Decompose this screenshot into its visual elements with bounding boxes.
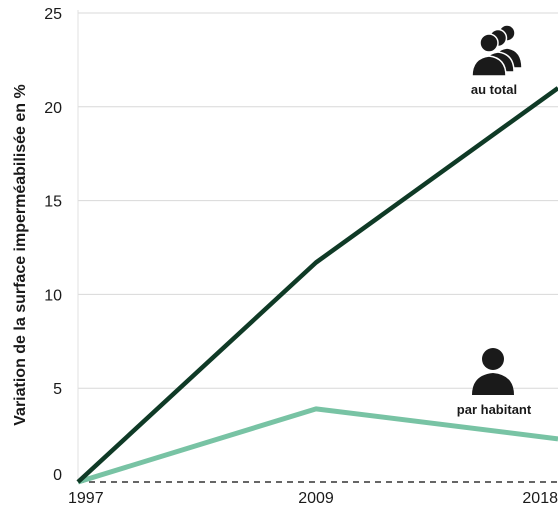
x-tick-labels: 1997 2009 2018 bbox=[68, 490, 558, 507]
y-tick-labels: 0 5 10 15 20 25 bbox=[44, 6, 62, 484]
y-tick-label: 10 bbox=[44, 287, 62, 304]
person-icon bbox=[472, 348, 514, 395]
group-of-people-icon bbox=[471, 24, 523, 77]
series-label-per-capita: par habitant bbox=[457, 402, 532, 417]
series-label-total: au total bbox=[471, 82, 517, 97]
y-axis-label: Variation de la surface imperméabilisée … bbox=[12, 84, 29, 425]
x-tick-label: 2018 bbox=[522, 490, 558, 507]
y-tick-label: 15 bbox=[44, 194, 62, 211]
x-tick-label: 2009 bbox=[298, 490, 334, 507]
y-tick-label: 0 bbox=[53, 467, 62, 484]
y-tick-label: 20 bbox=[44, 100, 62, 117]
x-tick-label: 1997 bbox=[68, 490, 104, 507]
y-tick-label: 5 bbox=[53, 381, 62, 398]
y-tick-label: 25 bbox=[44, 6, 62, 23]
series-line-total bbox=[76, 86, 558, 484]
series-lines bbox=[76, 86, 558, 485]
series-line-per-capita bbox=[77, 406, 558, 485]
